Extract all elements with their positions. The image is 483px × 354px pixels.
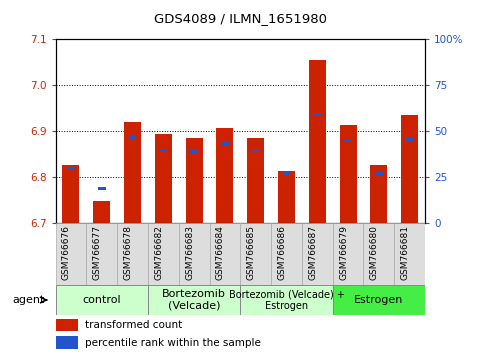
Bar [302,223,333,285]
Bar [278,171,295,223]
Bar [247,138,264,223]
Text: percentile rank within the sample: percentile rank within the sample [85,338,261,348]
Text: control: control [83,295,121,305]
Bar [309,59,326,223]
Bar [185,138,202,223]
Bar [240,285,333,315]
Bar [93,201,110,223]
Bar [313,113,321,116]
Bar [333,285,425,315]
Bar [124,122,141,223]
Text: GSM766686: GSM766686 [277,225,286,280]
Bar [86,223,117,285]
Text: Bortezomib
(Velcade): Bortezomib (Velcade) [162,289,226,311]
Bar [98,187,106,190]
Text: GSM766684: GSM766684 [216,225,225,280]
Bar [117,223,148,285]
Text: GSM766679: GSM766679 [339,225,348,280]
Bar [128,136,136,139]
Bar [56,319,78,331]
Bar [67,167,75,170]
Bar [155,134,172,223]
Text: GSM766687: GSM766687 [308,225,317,280]
Bar [370,165,387,223]
Bar [221,142,229,145]
Bar [148,285,241,315]
Bar [375,172,383,175]
Text: GSM766685: GSM766685 [247,225,256,280]
Bar [148,223,179,285]
Bar [394,223,425,285]
Bar [401,115,418,223]
Text: GSM766677: GSM766677 [93,225,102,280]
Text: GSM766681: GSM766681 [400,225,410,280]
Bar [271,223,302,285]
Bar [333,223,364,285]
Text: transformed count: transformed count [85,320,183,330]
Bar [179,223,210,285]
Bar [56,336,78,349]
Text: GSM766682: GSM766682 [154,225,163,280]
Bar [56,223,86,285]
Text: GSM766680: GSM766680 [370,225,379,280]
Text: agent: agent [12,295,44,305]
Bar [159,149,167,152]
Bar [364,223,394,285]
Bar [283,172,290,175]
Bar [344,139,352,142]
Bar [252,149,259,153]
Text: GSM766683: GSM766683 [185,225,194,280]
Text: GSM766678: GSM766678 [124,225,132,280]
Text: Bortezomib (Velcade) +
Estrogen: Bortezomib (Velcade) + Estrogen [228,289,344,311]
Text: Estrogen: Estrogen [354,295,403,305]
Bar [190,150,198,153]
Bar [216,128,233,223]
Bar [210,223,240,285]
Text: GSM766676: GSM766676 [62,225,71,280]
Bar [406,138,413,141]
Bar [340,125,356,223]
Bar [56,285,148,315]
Text: GDS4089 / ILMN_1651980: GDS4089 / ILMN_1651980 [154,12,327,25]
Bar [240,223,271,285]
Bar [62,165,79,223]
